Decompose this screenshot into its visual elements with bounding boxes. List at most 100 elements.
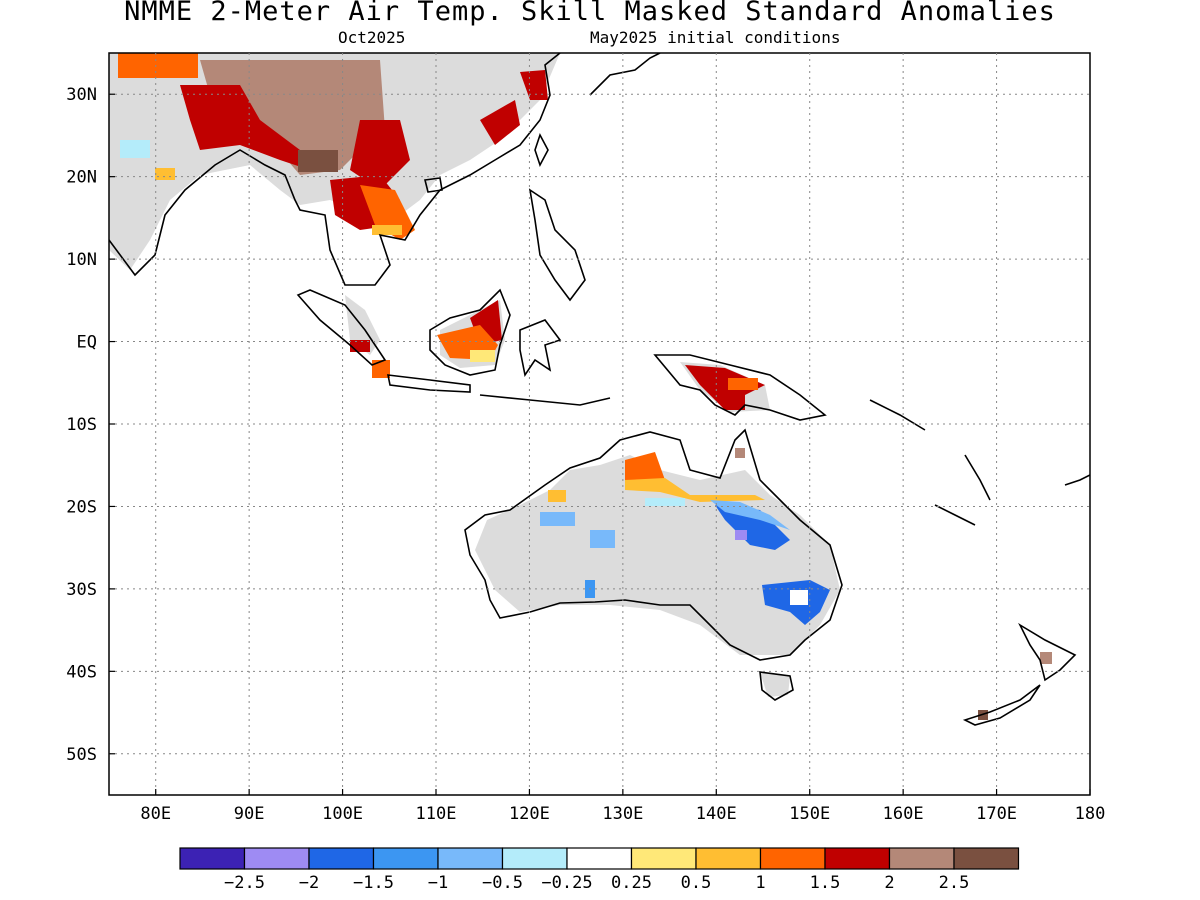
- lat-tick-label: 20S: [66, 497, 97, 517]
- coast-new-caledonia: [934, 504, 976, 526]
- lat-tick-label: 30N: [66, 85, 97, 105]
- anom-ne-asia-red: [520, 70, 548, 100]
- lat-tick-label: 40S: [66, 662, 97, 682]
- coast-philippines: [528, 188, 586, 302]
- coast-sumatra: [296, 289, 387, 366]
- colorbar-labels: −2.5 −2 −1.5 −1 −0.5 −0.25 0.25 0.5 1 1.5 2 2.5: [224, 873, 969, 893]
- lat-tick-label: 10N: [66, 250, 97, 270]
- anom-tibet-dark: [298, 150, 338, 172]
- coast-timor-chain: [479, 394, 611, 406]
- lon-tick-label: 110E: [416, 804, 457, 824]
- mask-tasmania: [760, 672, 790, 697]
- colorbar-label: 0.25: [611, 873, 652, 893]
- anom-nz-north: [1040, 652, 1052, 664]
- coast-java: [386, 374, 471, 393]
- colorbar-label: −2: [299, 873, 319, 893]
- anom-qld-purple: [735, 530, 747, 540]
- anomaly-field: [109, 53, 1052, 720]
- anom-himalaya-red: [180, 85, 310, 170]
- lat-tick-label: 30S: [66, 580, 97, 600]
- colorbar-swatch: [759, 847, 826, 870]
- lat-tick-label: 20N: [66, 168, 97, 188]
- colorbar-label: −0.5: [482, 873, 523, 893]
- colorbar-swatch: [179, 847, 246, 870]
- colorbar-swatch: [243, 847, 310, 870]
- latitude-ticks: 30N 20N 10N EQ 10S 20S 30S 40S 50S: [66, 85, 115, 765]
- colorbar-swatch: [695, 847, 762, 870]
- coast-new-guinea: [653, 354, 827, 421]
- anom-borneo-yellow: [470, 350, 495, 362]
- anom-java-orange: [372, 360, 390, 378]
- coast-australia: [464, 428, 843, 661]
- gridlines: [109, 53, 1090, 795]
- coast-sulawesi: [519, 319, 562, 378]
- anom-kimberley-yellow: [548, 490, 566, 502]
- mask-australia: [475, 455, 840, 655]
- coast-fiji: [1064, 474, 1090, 486]
- lon-tick-label: 120E: [509, 804, 550, 824]
- anom-png-red: [685, 365, 765, 410]
- colorbar-label: −1.5: [353, 873, 394, 893]
- colorbar-label: 0.5: [681, 873, 712, 893]
- chart-title: NMME 2-Meter Air Temp. Skill Masked Stan…: [124, 0, 1056, 27]
- lat-tick-label: EQ: [77, 333, 97, 353]
- lon-tick-label: 90E: [234, 804, 265, 824]
- anom-cape-york-brown: [735, 448, 745, 458]
- colorbar-swatch: [630, 847, 697, 870]
- colorbar-swatch: [501, 847, 568, 870]
- colorbar-label: −1: [428, 873, 448, 893]
- anom-naus-orange: [625, 452, 665, 485]
- coastlines: [109, 53, 1090, 726]
- lon-tick-label: 160E: [883, 804, 924, 824]
- lon-tick-label: 80E: [140, 804, 171, 824]
- coast-japan: [589, 53, 661, 96]
- anom-india-cool: [120, 140, 150, 158]
- anom-nsw-white: [790, 590, 808, 605]
- anom-china-red: [350, 120, 410, 190]
- lat-tick-label: 10S: [66, 415, 97, 435]
- anom-tibet: [200, 60, 385, 175]
- initial-conditions: May2025 initial conditions: [590, 28, 841, 47]
- anom-wa-lightblue: [540, 512, 575, 526]
- coast-vanuatu: [964, 454, 991, 501]
- anom-india-warm: [155, 168, 175, 180]
- anom-naus-lightblue: [645, 498, 685, 506]
- coast-borneo: [429, 288, 511, 376]
- colorbar-swatch: [437, 847, 504, 870]
- anom-qld-blue: [715, 505, 790, 550]
- coast-asia: [109, 53, 561, 286]
- colorbar-swatch: [953, 847, 1020, 870]
- colorbar-swatch: [372, 847, 439, 870]
- coast-taiwan: [534, 132, 549, 168]
- colorbar-swatch: [824, 847, 891, 870]
- anom-naus-yellow: [625, 478, 765, 502]
- colorbar-label: −0.25: [541, 873, 592, 893]
- anom-png-orange: [728, 378, 758, 390]
- colorbar-swatch: [888, 847, 955, 870]
- lon-tick-label: 180: [1075, 804, 1106, 824]
- anom-qld-lightblue: [710, 500, 790, 530]
- coast-hainan: [424, 177, 443, 193]
- coast-solomons: [869, 399, 926, 431]
- colorbar: [179, 847, 1020, 870]
- lat-tick-label: 50S: [66, 745, 97, 765]
- lon-tick-label: 150E: [789, 804, 830, 824]
- colorbar-label: 1: [755, 873, 765, 893]
- longitude-ticks: 80E 90E 100E 110E 120E 130E 140E 150E 160E 170E 18…: [140, 789, 1105, 824]
- colorbar-label: 2: [884, 873, 894, 893]
- lon-tick-label: 140E: [696, 804, 737, 824]
- anom-indochina-yellow: [372, 225, 402, 235]
- anom-coast-red: [480, 100, 520, 145]
- lon-tick-label: 170E: [976, 804, 1017, 824]
- colorbar-swatch: [308, 847, 375, 870]
- colorbar-label: 2.5: [939, 873, 970, 893]
- anom-kashmir-orange: [118, 53, 198, 78]
- lon-tick-label: 130E: [602, 804, 643, 824]
- coast-nz-south: [962, 684, 1041, 726]
- anom-wa-blue2: [590, 530, 615, 548]
- colorbar-label: 1.5: [810, 873, 841, 893]
- colorbar-swatch: [566, 847, 633, 870]
- lon-tick-label: 100E: [322, 804, 363, 824]
- coast-nz-north: [1018, 622, 1077, 682]
